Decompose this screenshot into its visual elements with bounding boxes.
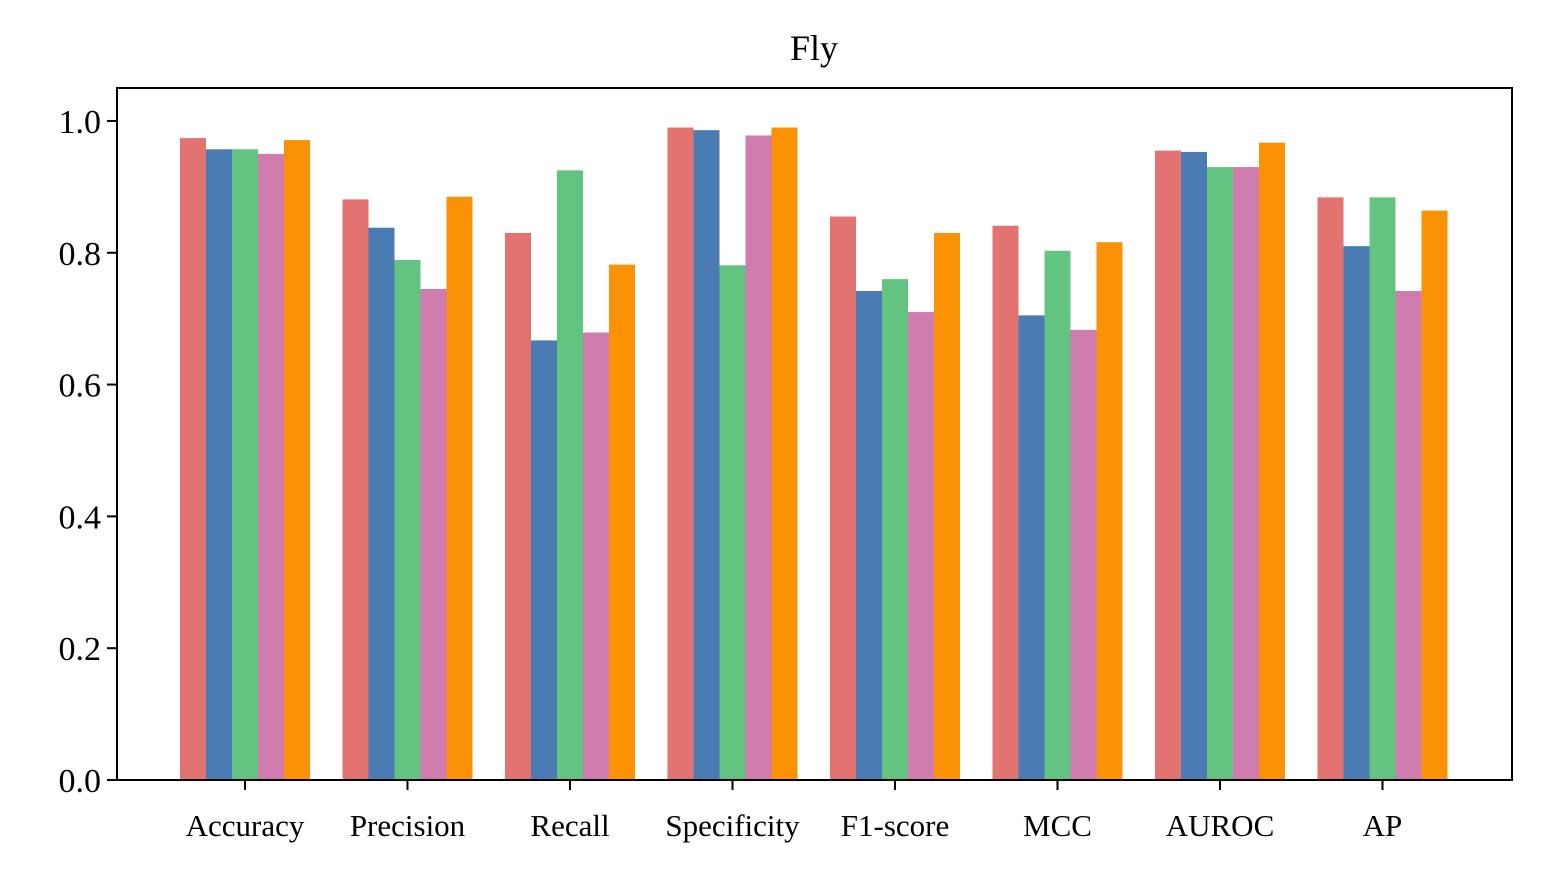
bar-mcc-series-5 — [1096, 242, 1123, 780]
x-tick-label: Specificity — [665, 808, 800, 843]
bar-accuracy-series-3 — [232, 149, 258, 780]
bar-f1-score-series-4 — [908, 312, 934, 780]
bar-auroc-series-4 — [1233, 167, 1259, 781]
bar-ap-series-4 — [1395, 290, 1422, 780]
bar-specificity-series-4 — [745, 135, 772, 781]
y-tick-label: 0.4 — [59, 499, 102, 536]
bar-specificity-series-3 — [719, 265, 746, 780]
x-axis: Accuracy Precision Recall Specificity F1-sco… — [186, 780, 1403, 843]
bar-f1-score-series-2 — [856, 290, 882, 780]
bar-specificity-series-1 — [667, 127, 694, 781]
y-axis: 0.0 0.2 0.4 0.6 0.8 1.0 — [59, 104, 117, 800]
bar-recall-series-5 — [609, 264, 635, 780]
bar-precision-series-1 — [342, 199, 369, 781]
y-tick-label: 0.6 — [59, 368, 102, 405]
bar-ap-series-3 — [1369, 197, 1396, 780]
bar-precision-series-3 — [394, 260, 421, 780]
bar-ap-series-2 — [1343, 246, 1370, 780]
bar-precision-series-4 — [420, 289, 447, 780]
x-tick-label: AP — [1363, 808, 1403, 843]
bar-accuracy-series-4 — [258, 153, 284, 780]
bar-specificity-series-2 — [693, 130, 720, 780]
x-tick-label: MCC — [1023, 808, 1092, 843]
bar-f1-score-series-3 — [882, 279, 908, 780]
bar-accuracy-series-2 — [206, 149, 232, 780]
bars-group — [180, 127, 1448, 781]
y-tick-label: 0.0 — [59, 763, 102, 800]
bar-mcc-series-3 — [1044, 250, 1071, 780]
bar-precision-series-5 — [446, 196, 473, 780]
x-tick-label: F1-score — [841, 808, 949, 843]
y-tick-label: 0.2 — [59, 631, 102, 668]
bar-accuracy-series-1 — [180, 138, 206, 780]
y-tick-label: 1.0 — [59, 104, 102, 141]
chart-title: Fly — [790, 28, 838, 68]
bar-auroc-series-5 — [1259, 142, 1285, 781]
bar-recall-series-3 — [557, 170, 583, 780]
x-tick-label: Accuracy — [186, 808, 305, 843]
bar-recall-series-4 — [583, 332, 609, 780]
bar-mcc-series-1 — [992, 225, 1019, 780]
bar-recall-series-2 — [531, 340, 557, 780]
bar-auroc-series-3 — [1207, 167, 1233, 781]
bar-mcc-series-2 — [1018, 315, 1045, 780]
x-tick-label: AUROC — [1166, 808, 1275, 843]
y-tick-label: 0.8 — [59, 236, 102, 273]
bar-auroc-series-2 — [1181, 151, 1207, 780]
bar-f1-score-series-1 — [830, 216, 856, 780]
bar-specificity-series-5 — [771, 127, 798, 781]
bar-ap-series-5 — [1421, 210, 1448, 780]
bar-mcc-series-4 — [1070, 329, 1097, 780]
bar-auroc-series-1 — [1155, 150, 1181, 781]
bar-f1-score-series-5 — [934, 232, 960, 780]
bar-ap-series-1 — [1317, 197, 1344, 780]
bar-recall-series-1 — [505, 232, 531, 780]
bar-accuracy-series-5 — [284, 140, 310, 780]
plot-frame — [116, 87, 1513, 781]
x-tick-label: Recall — [530, 808, 609, 843]
bar-precision-series-2 — [368, 227, 395, 781]
x-tick-label: Precision — [350, 808, 466, 843]
